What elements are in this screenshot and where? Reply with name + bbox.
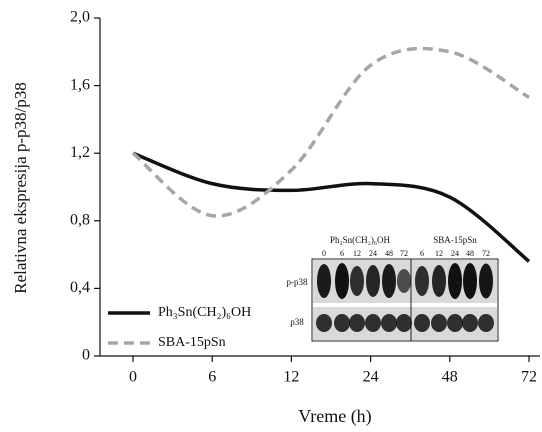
blot-band xyxy=(317,264,331,298)
inset-lane-label: 72 xyxy=(400,249,408,258)
x-tick-label: 12 xyxy=(283,369,299,386)
x-tick-label: 72 xyxy=(521,369,537,386)
blot-band xyxy=(462,314,478,332)
inset-lane-label: 24 xyxy=(451,249,459,258)
blot-band xyxy=(415,266,429,296)
blot-band xyxy=(396,314,412,332)
inset-lane-label: 0 xyxy=(322,249,326,258)
y-tick-label: 0 xyxy=(82,347,90,364)
inset-lane-label: 48 xyxy=(466,249,474,258)
blot-band xyxy=(478,314,494,332)
x-tick-label: 0 xyxy=(129,369,137,386)
x-tick-label: 24 xyxy=(363,369,379,386)
inset-row-label: p-p38 xyxy=(287,277,308,287)
blot-band xyxy=(335,263,349,299)
inset-lane-label: 48 xyxy=(385,249,393,258)
inset-lane-label: 72 xyxy=(482,249,490,258)
blot-band xyxy=(414,314,430,332)
blot-band xyxy=(448,263,462,299)
blot-band xyxy=(447,314,463,332)
blot-band xyxy=(432,265,446,297)
x-axis-label: Vreme (h) xyxy=(298,406,371,427)
legend-label: SBA-15pSn xyxy=(158,335,226,350)
line-series xyxy=(131,46,530,218)
blot-band xyxy=(365,314,381,332)
blot-band xyxy=(366,265,380,297)
y-tick-label: 1,2 xyxy=(70,144,90,161)
inset-lane-label: 6 xyxy=(340,249,344,258)
y-tick-label: 0,8 xyxy=(70,211,90,228)
x-tick-label: 6 xyxy=(208,369,216,386)
blot-band xyxy=(350,266,364,296)
inset-lane-label: 12 xyxy=(435,249,443,258)
inset-row-label: p38 xyxy=(290,317,304,327)
y-axis-label: Relativna ekspresija p-p38/p38 xyxy=(11,82,30,294)
blot-band xyxy=(381,314,397,332)
y-tick-label: 2,0 xyxy=(70,9,90,26)
inset-lane-label: 24 xyxy=(369,249,377,258)
blot-band xyxy=(479,263,493,299)
inset-group-label: Ph₃Sn(CH₂)₆OH xyxy=(330,235,390,245)
blot-band xyxy=(463,263,477,299)
x-tick-label: 48 xyxy=(442,369,458,386)
western-blot-inset: Ph₃Sn(CH₂)₆OH SBA-15pSn 0 6 12 24 48 72 6 12 24 48 7… xyxy=(287,235,499,342)
blot-band xyxy=(382,264,396,298)
blot-band xyxy=(349,314,365,332)
line-series xyxy=(132,151,531,263)
y-tick-label: 1,6 xyxy=(70,76,90,93)
inset-lane-label: 12 xyxy=(353,249,361,258)
blot-band xyxy=(316,314,332,332)
legend-label: Ph₃Sn(CH₂)₆OH xyxy=(158,305,251,320)
blot-band xyxy=(334,314,350,332)
inset-lane-label: 6 xyxy=(420,249,424,258)
blot-band xyxy=(397,269,411,293)
inset-group-label: SBA-15pSn xyxy=(433,235,477,245)
y-tick-label: 0,4 xyxy=(70,279,90,296)
blot-band xyxy=(431,314,447,332)
